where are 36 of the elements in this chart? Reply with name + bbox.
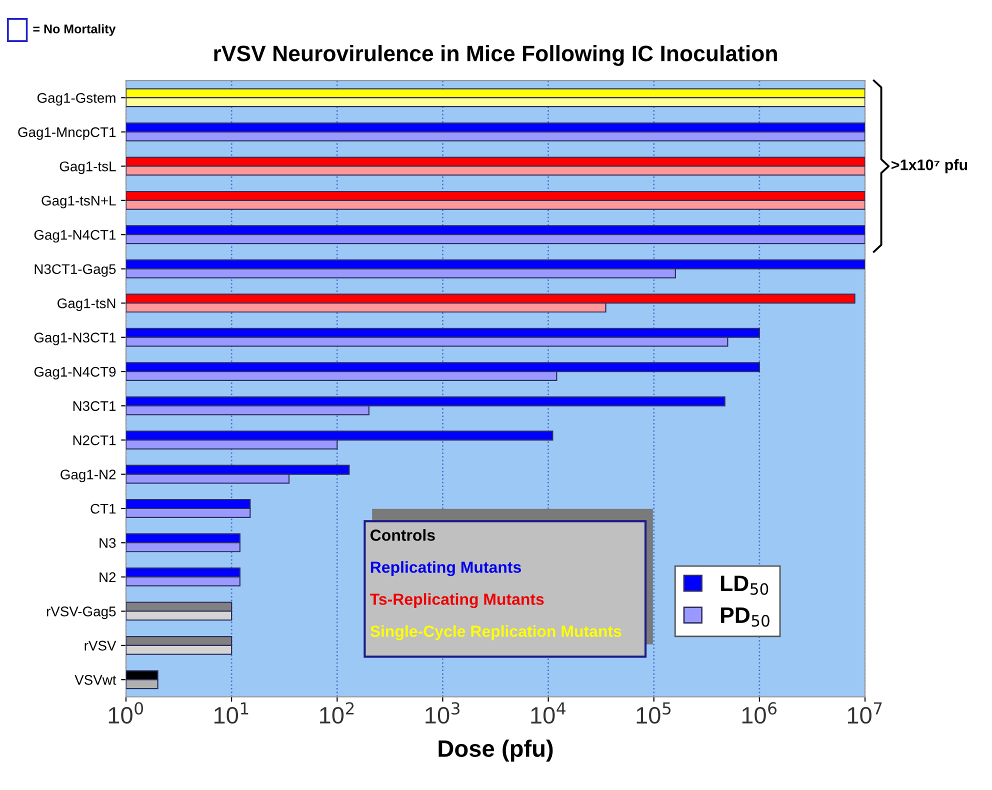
chart-title: rVSV Neurovirulence in Mice Following IC Inoculation [214,45,777,66]
y-tick-label: Gag1-tsL [60,162,116,174]
annotation: Replicating Mutants [370,561,521,576]
y-tick-label: Gag1-Gstem [37,93,116,106]
y-tick-label: CT1 [90,504,116,514]
legend-label: LD$_{50}$ [721,576,768,595]
text: = No Mortality [33,24,116,36]
y-tick-label: N2CT1 [73,435,116,446]
y-tick-label: Gag1-MncpCT1 [18,127,116,140]
y-tick-label: N3 [100,538,116,548]
y-tick-label: Gag1-N4CT9 [34,366,116,380]
x-axis-title: Dose (pfu) [438,740,553,762]
y-tick-label: rVSV [84,640,116,651]
x-tick-label: 10$^{5}$ [636,702,671,724]
x-tick-label: 10$^{6}$ [742,702,777,724]
annotation: Controls [370,529,435,541]
x-tick-label: 10$^{0}$ [108,702,143,724]
x-tick-label: 10$^{4}$ [531,702,566,724]
y-tick-label: Gag1-N4CT1 [34,230,116,243]
y-tick-label: Gag1-N2 [60,470,116,482]
x-tick-label: 10$^{1}$ [214,702,248,724]
x-tick-label: 10$^{2}$ [320,702,354,724]
y-tick-label: rVSV-Gag5 [46,606,116,620]
x-tick-label: 10$^{3}$ [426,702,460,724]
y-tick-label: N3CT1 [73,401,116,411]
annotation: Single-Cycle Replication Mutants [370,625,622,640]
text: >1x10⁷ pfu [892,159,968,174]
y-tick-label: Gag1-N3CT1 [34,332,116,346]
y-tick-label: Gag1-tsN+L [42,196,116,208]
y-tick-label: Gag1-tsN [58,298,116,312]
x-tick-label: 10$^{7}$ [848,702,882,724]
annotation: Ts-Replicating Mutants [370,593,544,608]
y-tick-label: N3CT1-Gag5 [34,264,116,277]
y-tick-label: VSVwt [74,675,116,685]
legend-label: PD$_{50}$ [721,608,770,627]
y-tick-label: N2 [100,572,116,582]
